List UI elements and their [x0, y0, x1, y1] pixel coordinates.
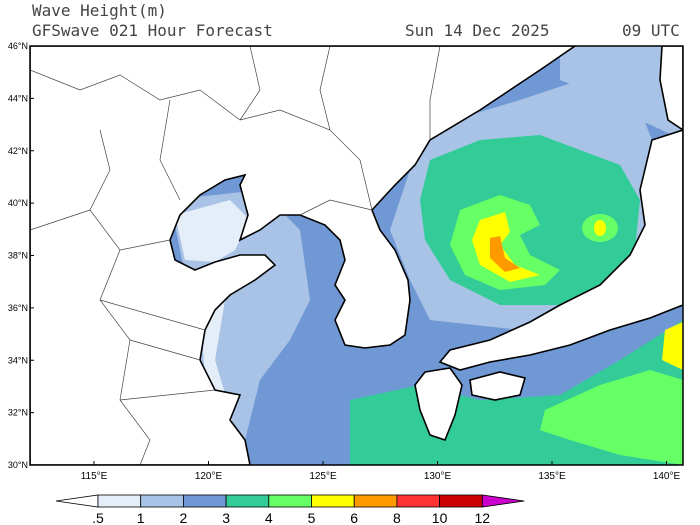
colorbar-bin: [439, 494, 483, 508]
lon-label: 140°E: [653, 471, 681, 482]
colorbar-bin: [182, 494, 227, 508]
land-shikoku: [469, 371, 527, 401]
colorbar-label: 10: [432, 510, 448, 525]
colorbar-bin: [97, 494, 142, 508]
colorbar-bin: [225, 494, 270, 508]
light-sea-north: [560, 46, 683, 140]
colorbar-bin: [311, 494, 355, 508]
lat-label: 42°N: [8, 146, 28, 156]
colorbar-label: 6: [350, 510, 358, 525]
latitude-labels: 46°N 44°N 42°N 40°N 38°N 36°N 34°N 32°N 30°N: [8, 41, 34, 470]
lon-label: 115°E: [81, 471, 108, 482]
lon-label: 125°E: [309, 471, 337, 482]
colorbar-under-arrow: [55, 494, 99, 508]
forecast-title: GFSwave 021 Hour Forecast: [32, 21, 273, 40]
sea-5-6-east: [594, 220, 606, 236]
lat-label: 32°N: [8, 408, 28, 418]
sea-5-6-japan-sea: [472, 212, 540, 282]
lat-label: 34°N: [8, 355, 28, 365]
colorbar-label: 12: [475, 510, 491, 525]
colorbar: .5 1 2 3 4 5 6 8 10 12: [55, 494, 525, 525]
lat-label: 30°N: [8, 460, 28, 470]
province-borders: [30, 46, 441, 465]
colorbar-bin: [396, 494, 440, 508]
colorbar-bin: [140, 494, 184, 508]
colorbar-label: .5: [92, 510, 104, 525]
longitude-labels: 115°E 120°E 125°E 130°E 135°E 140°E: [81, 461, 681, 482]
lon-label: 135°E: [538, 471, 566, 482]
sea-5-6-pacific: [662, 322, 683, 370]
lightest-sea-bohai: [175, 200, 250, 262]
sea-4-5-japan-sea: [450, 195, 560, 290]
forecast-date: Sun 14 Dec 2025: [405, 21, 550, 40]
forecast-time: 09 UTC: [622, 21, 680, 40]
colorbar-label: 4: [265, 510, 273, 525]
colorbar-bin: [268, 494, 312, 508]
land-hokkaido: [659, 46, 683, 131]
land-honshu: [438, 129, 683, 371]
land-asia: [30, 46, 577, 465]
colorbar-over-arrow: [481, 494, 525, 508]
lon-label: 130°E: [424, 471, 452, 482]
sea-4-5-south: [540, 370, 683, 465]
sea-6-8-japan-sea: [490, 236, 520, 272]
colorbar-label: 1: [137, 510, 145, 525]
variable-title: Wave Height(m): [32, 1, 167, 20]
colorbar-label: 8: [393, 510, 401, 525]
lat-label: 36°N: [8, 303, 28, 313]
land-kyushu: [414, 367, 463, 441]
lat-label: 44°N: [8, 93, 28, 103]
lat-label: 46°N: [8, 41, 28, 51]
colorbar-bin: [353, 494, 398, 508]
colorbar-label: 3: [222, 510, 230, 525]
colorbar-label: 5: [308, 510, 316, 525]
lon-label: 120°E: [195, 471, 223, 482]
colorbar-label: 2: [180, 510, 188, 525]
lat-label: 38°N: [8, 251, 28, 261]
lat-label: 40°N: [8, 198, 28, 208]
